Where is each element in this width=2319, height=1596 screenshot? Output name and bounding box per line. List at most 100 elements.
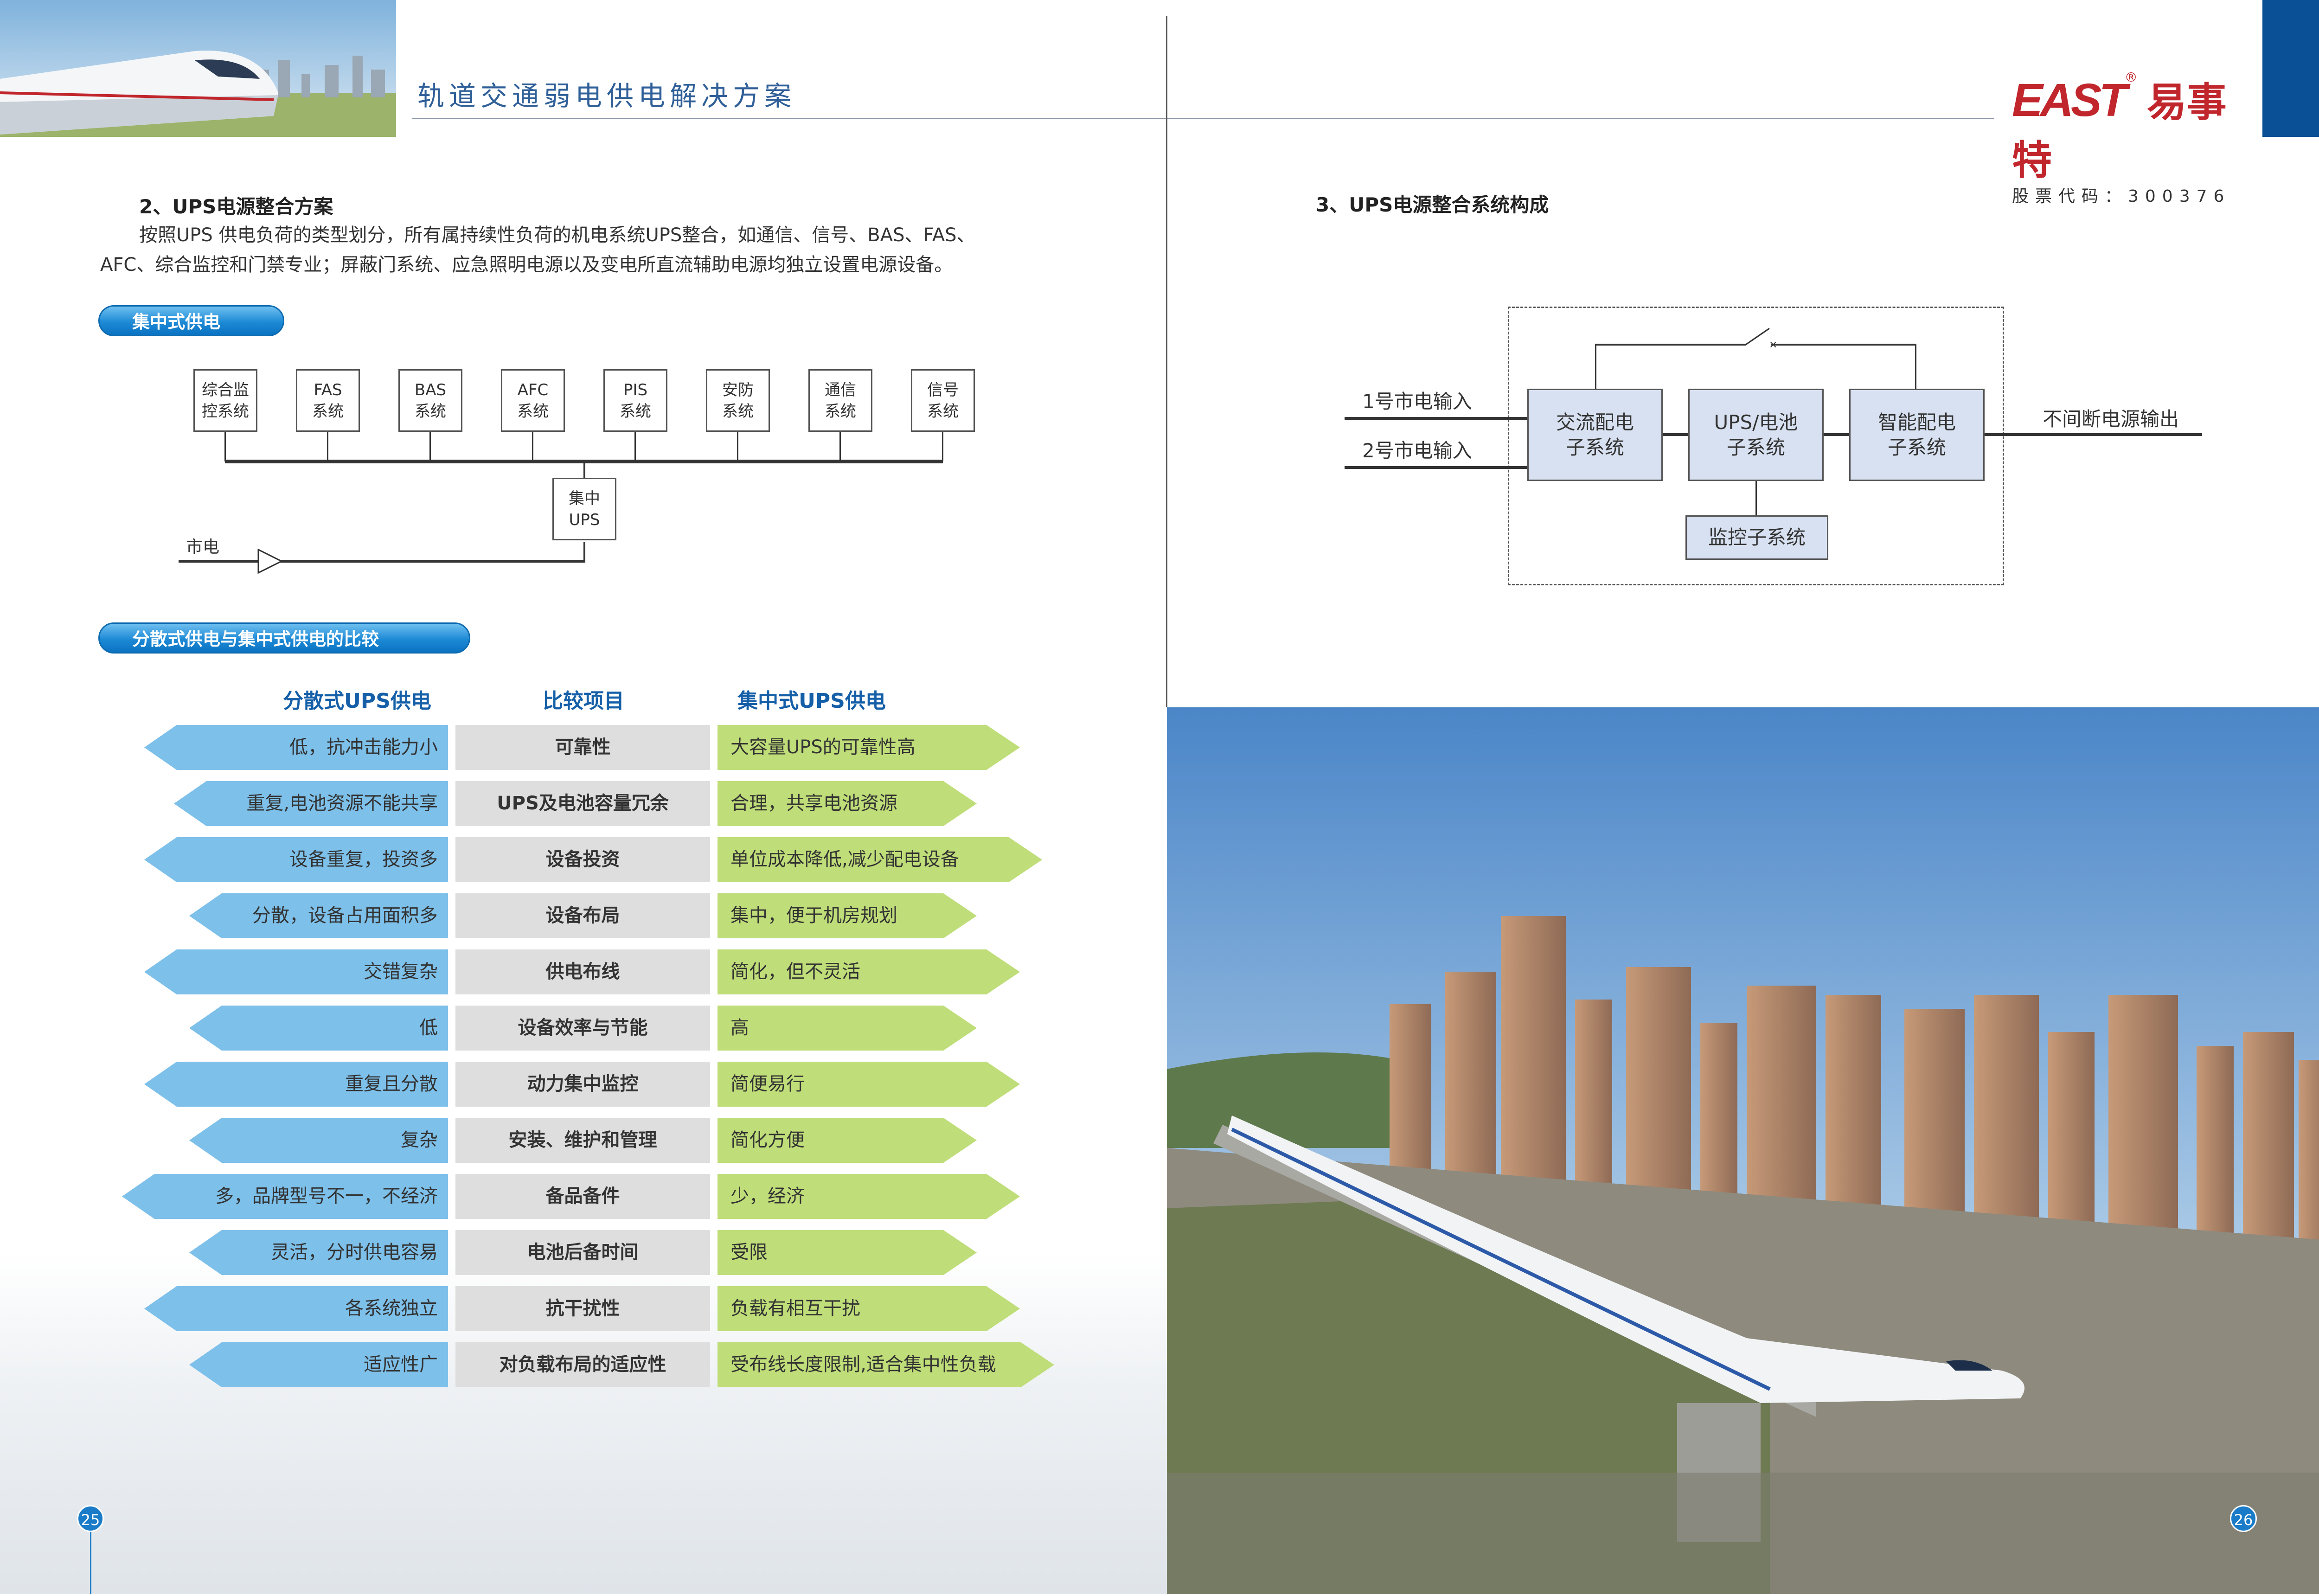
pill-comparison: 分散式供电与集中式供电的比较 (98, 622, 470, 654)
distributed-cell: 复杂 (189, 1118, 448, 1163)
header-rule (412, 118, 1994, 119)
item-cell: 电池后备时间 (455, 1230, 710, 1275)
output-label: 不间断电源输出 (2043, 408, 2179, 430)
bypass-right (1915, 344, 1916, 389)
distributed-cell: 设备重复，投资多 (144, 837, 448, 882)
distributed-cell: 各系统独立 (144, 1286, 448, 1331)
item-cell: 可靠性 (455, 725, 710, 770)
distributed-cell: 低，抗冲击能力小 (144, 725, 448, 770)
system-link (327, 432, 328, 461)
distributed-cell: 多，品牌型号不一，不经济 (122, 1174, 448, 1219)
centralized-cell: 简便易行 (717, 1062, 1020, 1107)
intro-line-1: 按照UPS 供电负荷的类型划分，所有属持续性负荷的机电系统UPS整合，如通信、信… (139, 224, 975, 246)
logo-text: EAST (2012, 74, 2127, 126)
page-number-right: 26 (2230, 1505, 2257, 1532)
section-title-2: 2、UPS电源整合方案 (139, 195, 333, 218)
ups-battery-box: UPS/电池 子系统 (1688, 389, 1824, 481)
centralized-cell: 集中，便于机房规划 (717, 893, 977, 938)
distributed-cell: 灵活，分时供电容易 (189, 1230, 448, 1275)
system-box: FAS 系统 (296, 369, 360, 432)
col-header-centralized: 集中式UPS供电 (737, 689, 886, 713)
link-ups-smart (1824, 433, 1849, 436)
col-header-distributed: 分散式UPS供电 (283, 689, 431, 713)
system-box: PIS 系统 (603, 369, 667, 432)
centralized-cell: 少，经济 (717, 1174, 1020, 1219)
item-cell: 抗干扰性 (455, 1286, 710, 1331)
document-title: 轨道交通弱电供电解决方案 (417, 80, 796, 112)
pill-centralized: 集中式供电 (98, 305, 284, 336)
header-train-photo (0, 0, 396, 137)
intro-line-2: AFC、综合监控和门禁专业；屏蔽门系统、应急照明电源以及变电所直流辅助电源均独立… (100, 254, 953, 276)
output-line (1985, 433, 2202, 436)
system-box: 综合监 控系统 (193, 369, 257, 432)
input1-line (1345, 417, 1527, 420)
item-cell: 备品备件 (455, 1174, 710, 1219)
page-divider (1166, 16, 1167, 707)
ac-distribution-box: 交流配电 子系统 (1527, 389, 1663, 481)
item-cell: 动力集中监控 (455, 1062, 710, 1107)
page-number-left: 25 (77, 1505, 104, 1532)
centralized-cell: 大容量UPS的可靠性高 (717, 725, 1020, 770)
item-cell: 设备布局 (455, 893, 710, 938)
mains-link (583, 542, 585, 562)
item-cell: 对负载布局的适应性 (455, 1342, 710, 1387)
centralized-cell: 合理，共享电池资源 (717, 781, 977, 826)
central-ups-box: 集中 UPS (552, 478, 616, 540)
distributed-cell: 交错复杂 (144, 949, 448, 994)
monitor-box: 监控子系统 (1685, 515, 1828, 560)
section-title-3: 3、UPS电源整合系统构成 (1316, 193, 1549, 216)
centralized-cell: 受限 (717, 1230, 977, 1275)
mains-label: 市电 (186, 538, 220, 557)
page-line (90, 1531, 91, 1594)
system-link (224, 432, 226, 461)
item-cell: 安装、维护和管理 (455, 1118, 710, 1163)
col-header-item: 比较项目 (543, 689, 624, 713)
input2-label: 2号市电输入 (1362, 439, 1472, 462)
system-link (634, 432, 636, 461)
mains-line (179, 560, 585, 563)
bypass-line-b (1771, 344, 1916, 346)
item-cell: 设备效率与节能 (455, 1006, 710, 1051)
item-cell: 设备投资 (455, 837, 710, 882)
item-cell: UPS及电池容量冗余 (455, 781, 710, 826)
system-link (839, 432, 841, 461)
distributed-cell: 低 (189, 1006, 448, 1051)
input1-label: 1号市电输入 (1362, 390, 1472, 413)
item-cell: 供电布线 (455, 949, 710, 994)
system-link (532, 432, 533, 461)
centralized-cell: 高 (717, 1006, 977, 1051)
distributed-cell: 适应性广 (189, 1342, 448, 1387)
input2-line (1345, 466, 1527, 469)
smart-distribution-box: 智能配电 子系统 (1849, 389, 1985, 481)
system-box: 通信 系统 (808, 369, 872, 432)
system-link (429, 432, 431, 461)
distributed-cell: 重复且分散 (144, 1062, 448, 1107)
east-logo: EAST®易事特 股票代码：300376 (2012, 70, 2262, 207)
distributed-cell: 重复,电池资源不能共享 (174, 781, 448, 826)
logo-cn: 易事特 (2012, 79, 2227, 184)
stock-code: 股票代码：300376 (2012, 187, 2231, 206)
brand-block (2262, 0, 2319, 137)
distributed-cell: 分散，设备占用面积多 (189, 893, 448, 938)
bypass-switch-icon: × (1745, 327, 1776, 351)
system-link (942, 432, 943, 461)
bypass-line-a (1595, 344, 1746, 346)
system-boundary (1508, 307, 2004, 585)
centralized-cell: 简化方便 (717, 1118, 977, 1163)
bypass-left (1595, 344, 1596, 389)
centralized-cell: 负载有相互干扰 (717, 1286, 1020, 1331)
ups-link (583, 461, 585, 478)
centralized-cell: 受布线长度限制,适合集中性负载 (717, 1342, 1054, 1387)
link-ac-ups (1663, 433, 1688, 436)
system-box: 安防 系统 (706, 369, 770, 432)
system-box: AFC 系统 (501, 369, 565, 432)
high-speed-train-photo (1167, 707, 2319, 1594)
centralized-cell: 单位成本降低,减少配电设备 (717, 837, 1042, 882)
system-link (737, 432, 738, 461)
link-ups-monitor (1755, 481, 1757, 515)
system-box: 信号 系统 (911, 369, 975, 432)
svg-text:×: × (1769, 339, 1776, 351)
centralized-cell: 简化，但不灵活 (717, 949, 1020, 994)
mains-arrow-icon (257, 549, 283, 574)
system-box: BAS 系统 (398, 369, 462, 432)
